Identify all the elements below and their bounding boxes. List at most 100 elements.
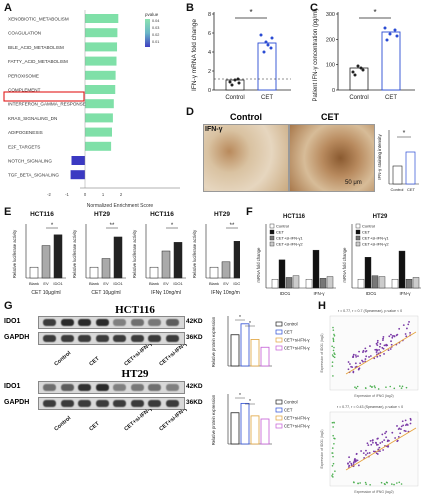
gsea-category-label: BILE_ACID_METABOLISM: [8, 45, 64, 50]
blot-band: [113, 384, 126, 391]
g-sig: *: [249, 399, 251, 405]
e-xtick: Blank: [29, 281, 39, 286]
g-sig: *: [239, 315, 241, 321]
h-point: [354, 354, 357, 357]
f-legend-label: CET: [362, 230, 371, 235]
h-xlabel: Expression of IFNG (log2): [354, 394, 393, 398]
h-point-green: [331, 475, 333, 477]
e-bar: [149, 266, 159, 279]
blot1-row1-label: IDO1: [4, 318, 21, 325]
gsea-xtick: 1: [102, 192, 105, 197]
h-point: [352, 370, 355, 373]
h-point-green: [385, 481, 388, 484]
h-point: [403, 429, 406, 432]
d-title-cet: CET: [321, 112, 339, 122]
h-point: [362, 360, 364, 363]
h-point: [349, 363, 351, 365]
h-point-green: [377, 388, 380, 390]
e-ylabel: Relative luciferase activity: [72, 229, 77, 278]
f-bar: [285, 277, 293, 289]
h-point: [383, 439, 386, 441]
b-ylabel: IFN-γ mRNA fold change: [191, 19, 198, 91]
ytick-label: 200: [326, 37, 335, 43]
f-legend-swatch: [269, 229, 275, 235]
g-legend-swatch: [275, 345, 283, 351]
f-bar: [405, 278, 413, 289]
h-point-green: [332, 337, 335, 340]
g-sig: *: [239, 393, 241, 399]
f-subtitle: HCT116: [283, 214, 306, 220]
g-legend-label: CET+si-IFN-γ2: [284, 346, 310, 351]
h-point: [376, 344, 379, 346]
h-point: [376, 453, 379, 455]
h-point-green: [331, 421, 334, 424]
h-plot-area: [329, 315, 419, 391]
h-point: [350, 464, 353, 467]
h-point: [389, 348, 392, 350]
h-point: [350, 462, 353, 465]
g-legend-swatch: [275, 423, 283, 429]
h-point-green: [333, 352, 335, 354]
blot-band: [130, 384, 144, 391]
h-point-green: [399, 385, 401, 387]
h-point-green: [374, 386, 376, 389]
h-point-green: [400, 387, 403, 389]
e-group-title: HCT116: [30, 211, 54, 218]
ytick-label: 100: [326, 63, 335, 69]
f-bar: [364, 257, 372, 289]
h-point-green: [331, 452, 333, 454]
h-ylabel: Expression of IDO1 (log2): [320, 333, 324, 372]
h-point: [400, 428, 402, 431]
d-title-control: Control: [230, 112, 262, 122]
h-fit-line: [345, 331, 417, 375]
gsea-xtick: 0: [84, 192, 87, 197]
g-sig: *: [249, 321, 251, 327]
h-stat: r = 0.77, r = 0.7 (Spearman), p.value < …: [338, 309, 402, 313]
blot-band: [165, 400, 179, 407]
h-point: [355, 355, 358, 358]
blot-band: [130, 400, 144, 407]
c-bar-control: [349, 67, 369, 91]
blot2-lane-labels: Control CET CET+si-IFN-γ1 CET+si-IFN-γ2: [53, 409, 188, 433]
ihc-image-cet: [289, 124, 375, 192]
gsea-bar: [85, 70, 116, 80]
kda-36-a: 36KD: [186, 334, 203, 341]
h-point-green: [332, 476, 334, 478]
e-sig: *: [171, 223, 174, 229]
h-point: [390, 340, 392, 343]
h-point-green: [334, 353, 336, 356]
h-point-green: [333, 356, 336, 359]
e-xtick: IDO1: [173, 281, 183, 286]
ytick-label: 300: [326, 12, 335, 18]
h-point: [347, 368, 350, 371]
blot-band: [113, 400, 126, 407]
gsea-bar: [70, 170, 85, 180]
f-bar: [305, 278, 313, 289]
e-sig: **: [230, 223, 235, 229]
h-point-green: [357, 482, 359, 485]
gsea-category-label: COAGULATION: [8, 31, 41, 36]
gsea-bar: [85, 113, 113, 123]
h-point: [407, 323, 410, 326]
blot2-row1-label: IDO1: [4, 383, 21, 390]
legend-tick: 0.02: [152, 33, 159, 37]
highlight-box: [3, 91, 85, 102]
h-point: [358, 350, 360, 353]
f-bar: [292, 275, 300, 289]
e-xtick: Blank: [89, 281, 99, 286]
blot2-ido1: [38, 381, 185, 394]
b-xtick: Control: [225, 95, 244, 101]
f-legend-label: Control: [362, 224, 375, 229]
h-point-green: [333, 333, 335, 336]
h-point: [384, 432, 386, 435]
c-xtick: CET: [385, 95, 397, 101]
h-point: [393, 335, 396, 338]
f-legend-label: CET+si-IFN-γ1: [276, 236, 303, 241]
kda-42-b: 42KD: [186, 383, 203, 390]
blot1-gapdh: [38, 332, 185, 345]
h-point: [379, 442, 382, 444]
f-legend-label: Control: [276, 224, 289, 229]
gsea-category-label: ADIPOGENESIS: [8, 130, 43, 135]
gsea-bar: [85, 56, 117, 66]
h-point-green: [331, 473, 334, 475]
